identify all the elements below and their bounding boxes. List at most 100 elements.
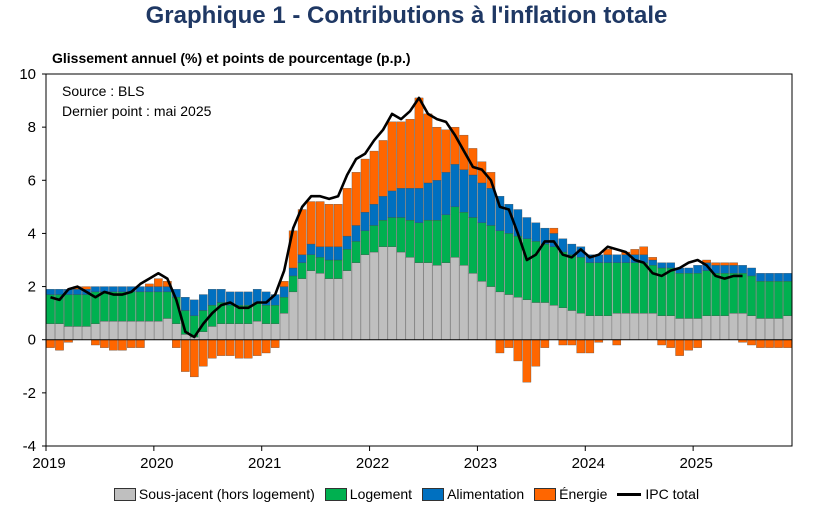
- bar-energie: [612, 339, 622, 346]
- bar-logement: [585, 262, 595, 316]
- bar-alimentation: [243, 291, 253, 306]
- bar-logement: [558, 251, 568, 308]
- bar-alimentation: [46, 289, 55, 295]
- bar-logement: [765, 281, 774, 319]
- bar-sous_jacent: [127, 320, 136, 340]
- y-tick-label: 10: [19, 66, 36, 83]
- bar-alimentation: [387, 190, 397, 218]
- bar-energie: [630, 249, 640, 255]
- bar-sous_jacent: [46, 323, 55, 340]
- bar-alimentation: [720, 265, 729, 274]
- bar-energie: [756, 339, 765, 348]
- bar-energie: [342, 188, 352, 237]
- bar-energie: [198, 339, 208, 367]
- bar-sous_jacent: [315, 273, 325, 340]
- bar-logement: [100, 291, 109, 322]
- bar-energie: [729, 262, 738, 266]
- bar-logement: [270, 305, 280, 324]
- bar-sous_jacent: [73, 326, 82, 340]
- x-tick-label: 2025: [679, 455, 712, 472]
- bar-energie: [91, 339, 100, 346]
- bar-logement: [774, 281, 783, 319]
- y-tick-label: 2: [28, 279, 36, 296]
- bar-sous_jacent: [504, 294, 514, 340]
- bar-energie: [747, 339, 756, 346]
- bar-logement: [450, 206, 460, 258]
- bar-logement: [360, 230, 370, 255]
- bar-alimentation: [459, 169, 469, 213]
- bar-sous_jacent: [324, 278, 334, 340]
- bar-energie: [333, 204, 343, 247]
- bar-sous_jacent: [82, 326, 91, 340]
- bar-energie: [657, 339, 666, 346]
- bar-sous_jacent: [378, 246, 388, 340]
- plot-frame: [45, 73, 793, 447]
- y-tick-label: -2: [23, 385, 36, 402]
- bar-alimentation: [306, 243, 316, 255]
- bar-sous_jacent: [693, 318, 702, 340]
- bar-alimentation: [181, 297, 190, 311]
- bar-logement: [567, 254, 577, 311]
- bar-energie: [136, 339, 145, 348]
- bar-logement: [315, 257, 325, 274]
- bar-logement: [747, 275, 756, 316]
- chart-subtitle: Glissement annuel (%) et points de pourc…: [52, 50, 411, 66]
- bar-alimentation: [118, 286, 127, 293]
- legend-swatch-logement: [324, 487, 347, 501]
- bar-energie: [522, 339, 532, 383]
- bar-energie: [261, 339, 271, 354]
- bar-alimentation: [198, 294, 208, 311]
- bar-sous_jacent: [109, 320, 118, 340]
- bar-sous_jacent: [225, 323, 235, 340]
- bar-alimentation: [288, 267, 298, 277]
- bar-alimentation: [73, 289, 82, 295]
- legend-line-ipc: [617, 492, 642, 496]
- bar-logement: [351, 241, 361, 263]
- bar-energie: [774, 339, 783, 348]
- bar-sous_jacent: [567, 310, 577, 340]
- bar-alimentation: [468, 174, 478, 218]
- bar-energie: [540, 339, 550, 348]
- x-tick-label: 2020: [140, 455, 173, 472]
- bar-logement: [630, 262, 640, 314]
- bar-energie: [405, 119, 415, 189]
- bar-energie: [154, 278, 163, 287]
- chart-legend: Sous-jacent (hors logement) Logement Ali…: [0, 486, 813, 502]
- legend-swatch-energie: [534, 487, 557, 501]
- bar-sous_jacent: [459, 265, 469, 340]
- bar-logement: [279, 297, 289, 314]
- bar-logement: [136, 291, 145, 322]
- bar-sous_jacent: [639, 312, 648, 340]
- bar-alimentation: [216, 289, 226, 303]
- bar-logement: [675, 273, 684, 319]
- bar-logement: [396, 217, 406, 253]
- bar-sous_jacent: [684, 318, 693, 340]
- bar-sous_jacent: [387, 246, 397, 340]
- bar-alimentation: [378, 196, 388, 221]
- bar-energie: [234, 339, 244, 359]
- bar-logement: [64, 294, 73, 327]
- bar-energie: [783, 339, 792, 348]
- bar-sous_jacent: [720, 315, 729, 340]
- bar-logement: [486, 225, 496, 287]
- bar-energie: [693, 339, 702, 348]
- bar-alimentation: [109, 286, 118, 293]
- bar-logement: [639, 262, 648, 314]
- bar-sous_jacent: [64, 326, 73, 340]
- bar-sous_jacent: [630, 312, 640, 340]
- bar-logement: [306, 254, 316, 271]
- bar-logement: [73, 294, 82, 327]
- bar-energie: [252, 339, 262, 356]
- x-tick-label: 2024: [572, 455, 605, 472]
- bar-alimentation: [190, 299, 199, 316]
- bar-energie: [576, 339, 586, 354]
- bar-energie: [225, 339, 235, 356]
- bar-alimentation: [369, 204, 379, 226]
- bar-energie: [531, 339, 541, 367]
- bar-sous_jacent: [91, 323, 100, 340]
- bar-alimentation: [567, 243, 577, 255]
- bar-sous_jacent: [495, 291, 505, 340]
- bar-alimentation: [252, 289, 262, 303]
- legend-label: IPC total: [645, 486, 700, 502]
